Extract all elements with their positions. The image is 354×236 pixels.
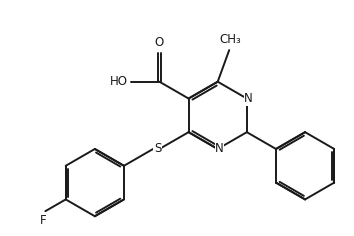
Text: HO: HO bbox=[110, 75, 128, 88]
Text: S: S bbox=[154, 143, 161, 156]
Text: N: N bbox=[244, 92, 253, 105]
Text: CH₃: CH₃ bbox=[219, 33, 241, 46]
Text: O: O bbox=[155, 36, 164, 49]
Text: N: N bbox=[215, 143, 224, 156]
Text: F: F bbox=[40, 214, 47, 227]
